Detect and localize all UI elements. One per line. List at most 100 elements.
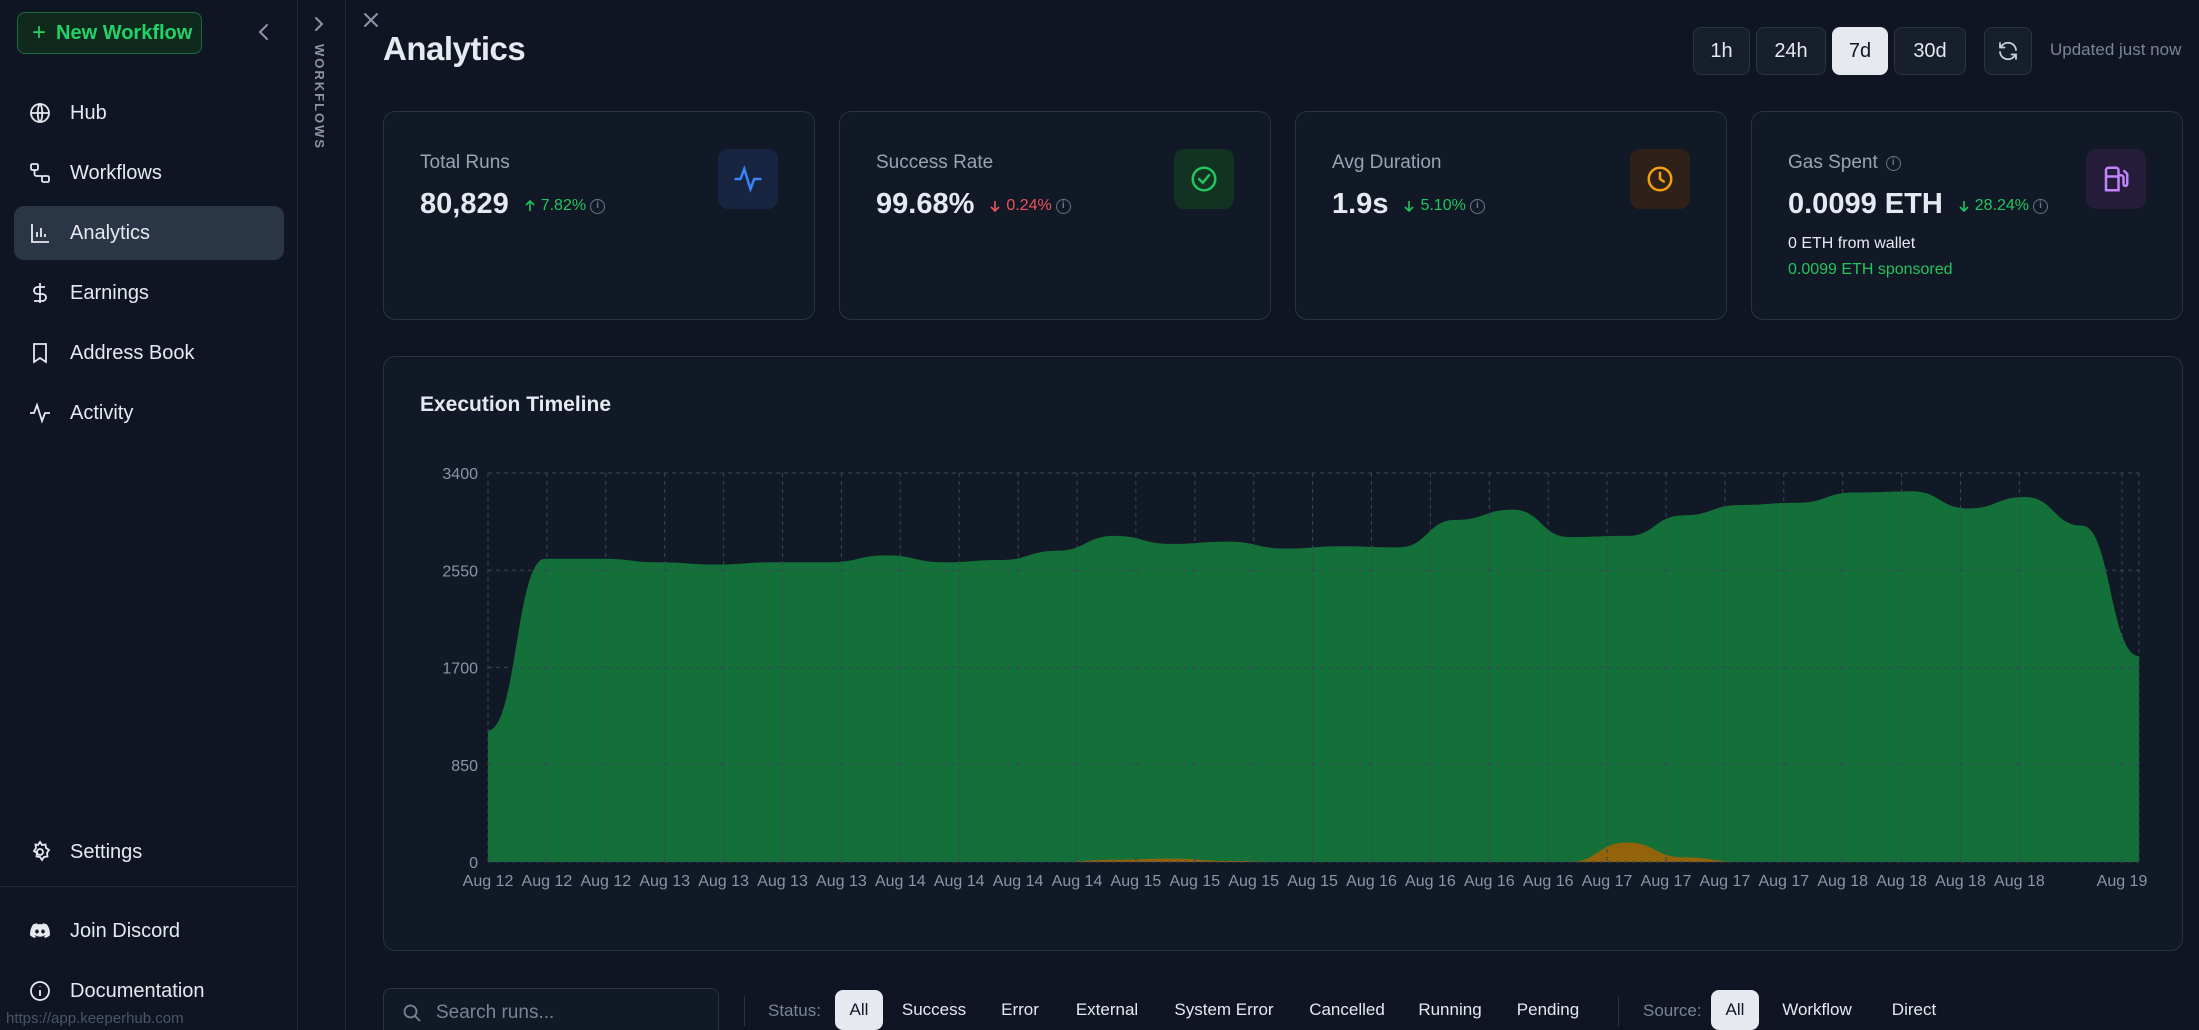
- sidebar-item-hub[interactable]: Hub: [14, 86, 284, 140]
- search-input[interactable]: [436, 1002, 706, 1024]
- sidebar-links-group: Join Discord Documentation: [14, 904, 284, 1024]
- success-rate-value: 99.68%: [876, 188, 975, 220]
- avg-duration-card: Avg Duration 1.9s 5.10% i: [1295, 111, 1727, 320]
- chevron-right-icon[interactable]: [312, 14, 326, 39]
- avg-duration-delta: 5.10% i: [1402, 197, 1485, 215]
- sidebar-item-label: Analytics: [70, 221, 151, 244]
- sidebar-item-address-book[interactable]: Address Book: [14, 326, 284, 380]
- new-workflow-label: New Workflow: [56, 21, 193, 44]
- x-tick-label: Aug 17: [1700, 873, 1751, 890]
- settings-label: Settings: [70, 840, 143, 863]
- refresh-icon: [1999, 41, 2017, 61]
- x-tick-label: Aug 12: [522, 873, 573, 890]
- arrow-down-icon: [1959, 201, 1969, 213]
- documentation-label: Documentation: [70, 979, 205, 1002]
- source-direct-chip[interactable]: Direct: [1891, 1000, 1937, 1019]
- info-icon[interactable]: i: [590, 198, 606, 214]
- filter-divider: [1618, 996, 1619, 1026]
- new-workflow-button[interactable]: + New Workflow: [17, 12, 202, 54]
- success-rate-delta-value: 0.24%: [1006, 197, 1052, 214]
- search-box[interactable]: [383, 988, 719, 1030]
- sidebar-item-label: Workflows: [70, 161, 162, 184]
- y-tick-label: 2550: [442, 563, 478, 580]
- range-24h-button[interactable]: 24h: [1756, 27, 1826, 75]
- sidebar-item-analytics[interactable]: Analytics: [14, 206, 284, 260]
- avg-duration-label: Avg Duration: [1332, 152, 1442, 173]
- close-icon[interactable]: [361, 9, 381, 37]
- check-circle-icon: [1174, 149, 1234, 209]
- arrow-down-icon: [1404, 201, 1415, 213]
- sidebar-item-earnings[interactable]: Earnings: [14, 266, 284, 320]
- total-runs-label: Total Runs: [420, 152, 510, 173]
- status-success-chip[interactable]: Success: [901, 1000, 967, 1019]
- source-filter-label: Source:: [1643, 1001, 1702, 1020]
- x-tick-label: Aug 14: [1052, 873, 1103, 890]
- range-1h-button[interactable]: 1h: [1693, 27, 1750, 75]
- x-tick-label: Aug 18: [1935, 873, 1986, 890]
- arrow-up-icon: [525, 199, 535, 211]
- info-icon[interactable]: i: [1055, 198, 1071, 214]
- sidebar-item-label: Hub: [70, 101, 107, 124]
- gear-icon: [32, 840, 51, 862]
- range-30d-button[interactable]: 30d: [1894, 27, 1966, 75]
- x-tick-label: Aug 13: [698, 873, 749, 890]
- plus-icon: +: [32, 19, 47, 46]
- sidebar-divider: [0, 886, 298, 887]
- gas-spent-delta: 28.24% i: [1957, 197, 2049, 215]
- activity-icon: [30, 402, 50, 424]
- collapse-sidebar-icon[interactable]: [252, 18, 276, 46]
- sidebar-item-label: Activity: [70, 401, 134, 424]
- clock-icon: [1630, 149, 1690, 209]
- execution-timeline-card: Execution Timeline 3400 2550 1700 850 0 Aug 1…: [383, 356, 2183, 951]
- x-tick-label: Aug 16: [1346, 873, 1397, 890]
- status-error-chip[interactable]: Error: [1001, 1000, 1039, 1019]
- refresh-button[interactable]: [1984, 27, 2032, 75]
- y-tick-label: 1700: [442, 661, 478, 678]
- success-rate-card: Success Rate 99.68% 0.24% i: [839, 111, 1271, 320]
- info-icon[interactable]: i: [1469, 198, 1485, 214]
- x-tick-label: Aug 15: [1287, 873, 1338, 890]
- gas-spent-label: Gas Spent: [1788, 152, 1878, 173]
- status-pending-chip[interactable]: Pending: [1516, 1000, 1580, 1019]
- bar-chart-icon: [31, 224, 49, 243]
- status-external-chip[interactable]: External: [1075, 1000, 1139, 1019]
- series-area-0: [488, 491, 2139, 862]
- sidebar-item-settings[interactable]: Settings: [14, 825, 284, 879]
- x-tick-label: Aug 14: [993, 873, 1044, 890]
- info-icon[interactable]: i: [2033, 198, 2049, 214]
- status-cancelled-chip[interactable]: Cancelled: [1309, 1000, 1385, 1019]
- total-runs-delta: 7.82% i: [523, 197, 606, 215]
- sidebar-item-activity[interactable]: Activity: [14, 386, 284, 440]
- gas-spent-value: 0.0099 ETH: [1788, 188, 1943, 220]
- source-workflow-chip[interactable]: Workflow: [1782, 1000, 1852, 1019]
- info-icon[interactable]: i: [1885, 155, 1901, 171]
- x-tick-label: Aug 17: [1758, 873, 1809, 890]
- bookmark-icon: [33, 343, 47, 364]
- success-rate-delta: 0.24% i: [988, 197, 1071, 215]
- activity-icon: [718, 149, 778, 209]
- source-all-chip[interactable]: All: [1711, 990, 1759, 1030]
- x-tick-label: Aug 16: [1464, 873, 1515, 890]
- search-icon: [403, 1004, 421, 1022]
- workflows-rail[interactable]: WORKFLOWS: [298, 0, 346, 1030]
- gas-spent-delta-value: 28.24%: [1974, 197, 2030, 214]
- x-tick-label: Aug 17: [1641, 873, 1692, 890]
- x-tick-label: Aug 14: [934, 873, 985, 890]
- x-tick-label: Aug 13: [816, 873, 867, 890]
- sidebar-item-label: Address Book: [70, 341, 195, 364]
- y-tick-label: 0: [469, 855, 478, 872]
- total-runs-value: 80,829: [420, 188, 509, 220]
- status-system-error-chip[interactable]: System Error: [1174, 1000, 1274, 1019]
- x-tick-label: Aug 12: [463, 873, 514, 890]
- x-tick-label: Aug 15: [1111, 873, 1162, 890]
- sidebar-item-discord[interactable]: Join Discord: [14, 904, 284, 958]
- range-7d-button[interactable]: 7d: [1832, 27, 1888, 75]
- gas-from-wallet: 0 ETH from wallet: [1788, 235, 1916, 252]
- filter-divider: [744, 996, 745, 1026]
- timeline-title: Execution Timeline: [420, 393, 611, 416]
- sidebar-item-documentation[interactable]: Documentation: [14, 964, 284, 1018]
- status-all-chip[interactable]: All: [835, 990, 883, 1030]
- status-running-chip[interactable]: Running: [1418, 1000, 1482, 1019]
- sidebar-item-workflows[interactable]: Workflows: [14, 146, 284, 200]
